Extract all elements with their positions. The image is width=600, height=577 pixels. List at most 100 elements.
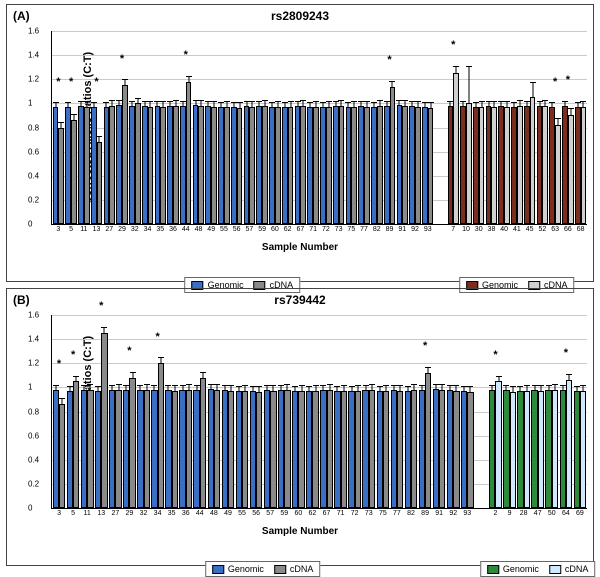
- x-tick-label: 44: [196, 510, 204, 517]
- x-tick-label: 59: [258, 226, 266, 233]
- error-bar: [494, 102, 495, 107]
- error-bar: [506, 386, 507, 390]
- bar-cdna: [383, 391, 389, 508]
- bar-cdna: [186, 390, 192, 508]
- error-bar: [399, 101, 400, 105]
- bar-cdna: [326, 107, 332, 224]
- error-bar: [303, 101, 304, 106]
- error-bar: [76, 377, 77, 382]
- error-bar: [99, 137, 100, 142]
- error-bar: [539, 102, 540, 106]
- significance-star-icon: *: [451, 39, 455, 51]
- error-bar: [470, 387, 471, 392]
- bar-cdna: [415, 107, 421, 224]
- legend-item-genomic: Genomic: [212, 564, 264, 574]
- bar-cdna: [530, 97, 536, 224]
- bar-group: 91: [396, 31, 409, 224]
- x-tick-label: 75: [347, 226, 355, 233]
- bar-cdna: [144, 390, 150, 508]
- error-bar: [576, 387, 577, 391]
- error-bar: [450, 386, 451, 390]
- legend-item-cdna: cDNA: [274, 564, 314, 574]
- bar-group: 68: [574, 31, 587, 224]
- error-bar: [421, 386, 422, 390]
- bar-cdna: [200, 378, 206, 508]
- error-bar: [328, 102, 329, 107]
- plot-area: Corrected Allelic Ratios (C:T)00.20.40.6…: [51, 31, 587, 225]
- bar-cdna: [524, 391, 530, 508]
- y-tick-label: 1.6: [28, 311, 39, 320]
- y-tick-label: 0.6: [28, 431, 39, 440]
- error-bar: [435, 385, 436, 389]
- x-tick-label: 92: [411, 226, 419, 233]
- bar-cdna: [148, 107, 154, 224]
- error-cap: [546, 385, 552, 386]
- bar-cdna: [284, 390, 290, 508]
- bar-cdna: [425, 373, 431, 508]
- bar-cdna: [341, 391, 347, 508]
- bar-group: *29: [122, 315, 136, 508]
- error-cap: [87, 384, 93, 385]
- x-tick-label: 10: [462, 226, 470, 233]
- x-tick-label: 73: [335, 226, 343, 233]
- bar-group: *3: [52, 315, 66, 508]
- bars-container: *3*511*1327*2932343536*44484955565759606…: [52, 31, 587, 224]
- x-tick-label: 60: [271, 226, 279, 233]
- error-bar: [545, 101, 546, 106]
- bar-cdna: [186, 82, 192, 224]
- error-cap: [200, 372, 206, 373]
- x-axis-title: Sample Number: [7, 526, 593, 537]
- error-cap: [180, 385, 186, 386]
- bar-group: 75: [345, 31, 358, 224]
- error-bar: [371, 385, 372, 390]
- error-bar: [393, 386, 394, 390]
- x-tick-label: 55: [220, 226, 228, 233]
- bar-group: 55: [235, 315, 249, 508]
- error-bar: [265, 101, 266, 106]
- error-cap: [65, 102, 71, 103]
- error-bar: [226, 102, 227, 107]
- error-bar: [552, 103, 553, 107]
- x-tick-label: 34: [144, 226, 152, 233]
- bar-group: 11: [77, 31, 90, 224]
- error-cap: [411, 384, 417, 385]
- error-bar: [201, 101, 202, 106]
- bar-group: 9: [503, 315, 517, 508]
- error-cap: [208, 384, 214, 385]
- error-cap: [306, 386, 312, 387]
- x-tick-label: 52: [539, 226, 547, 233]
- x-tick-label: 75: [379, 510, 387, 517]
- panel-title: rs739442: [7, 289, 593, 307]
- bar-cdna: [288, 107, 294, 224]
- bar-group: 92: [446, 315, 460, 508]
- error-bar: [570, 109, 571, 115]
- error-bar: [329, 385, 330, 390]
- error-cap: [542, 100, 548, 101]
- bar-cdna: [312, 391, 318, 508]
- bar-cdna: [270, 391, 276, 508]
- error-cap: [333, 101, 339, 102]
- bar-cdna: [160, 107, 166, 224]
- bar-cdna: [135, 103, 141, 224]
- error-cap: [383, 385, 389, 386]
- error-bar: [252, 387, 253, 391]
- error-bar: [150, 102, 151, 107]
- error-bar: [357, 386, 358, 391]
- error-bar: [267, 386, 268, 390]
- error-cap: [67, 386, 73, 387]
- error-cap: [402, 100, 408, 101]
- error-cap: [144, 384, 150, 385]
- bar-group: 11: [80, 315, 94, 508]
- error-bar: [233, 103, 234, 107]
- bar-group: 62: [281, 31, 294, 224]
- error-cap: [369, 384, 375, 385]
- significance-star-icon: *: [56, 76, 60, 88]
- bar-group: *89: [418, 315, 432, 508]
- error-cap: [228, 385, 234, 386]
- bar-group: 28: [517, 315, 531, 508]
- x-tick-label: 30: [475, 226, 483, 233]
- error-bar: [119, 101, 120, 105]
- error-bar: [146, 385, 147, 390]
- error-bar: [195, 101, 196, 105]
- bar-group: 49: [205, 31, 218, 224]
